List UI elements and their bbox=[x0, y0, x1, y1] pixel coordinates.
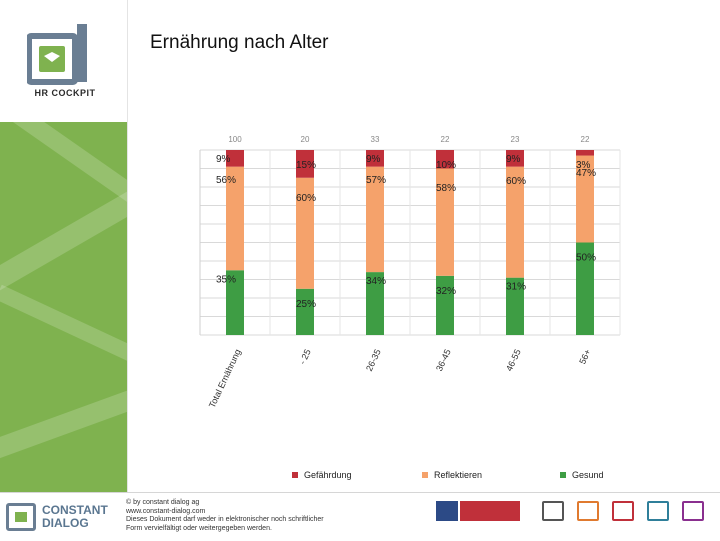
bar-gefaehrdung bbox=[226, 150, 244, 167]
bar-gefaehrdung bbox=[576, 150, 594, 156]
sidebar-pattern bbox=[0, 122, 127, 492]
bar-reflektieren bbox=[576, 155, 594, 243]
constant-dialog-logo: CONSTANT DIALOG bbox=[6, 501, 116, 533]
stacked-bar-chart: 100 35% 56% 9% Total Ernährung 20 25% 60% 15% - 2… bbox=[199, 135, 621, 410]
bar-gesund bbox=[226, 270, 244, 335]
data-label-gesund: 35% bbox=[216, 274, 236, 285]
n-label: 33 bbox=[371, 135, 380, 144]
legend-swatch bbox=[560, 472, 566, 478]
footer-company-line1: CONSTANT bbox=[42, 503, 108, 517]
footer-company-line2: DIALOG bbox=[42, 516, 89, 530]
data-label-gesund: 32% bbox=[436, 286, 456, 297]
bar-gefaehrdung bbox=[296, 150, 314, 178]
footer-notice-line2: Form vervielfältigt oder weitergegeben w… bbox=[126, 524, 272, 532]
product-icon-3[interactable] bbox=[612, 501, 634, 521]
bar-gesund bbox=[576, 242, 594, 335]
data-label-gesund: 34% bbox=[366, 276, 386, 287]
swiss-badge bbox=[460, 501, 520, 521]
bar-reflektieren bbox=[296, 177, 314, 289]
data-label-gesund: 50% bbox=[576, 253, 596, 264]
sidebar: HR COCKPIT bbox=[0, 0, 127, 492]
chart-legend: Gefährdung Reflektieren Gesund bbox=[292, 470, 632, 490]
category-label: 46-55 bbox=[504, 348, 523, 373]
logo-text: HR COCKPIT bbox=[34, 88, 96, 98]
footer-company: CONSTANT DIALOG bbox=[42, 504, 108, 530]
data-label-gefaehrdung: 9% bbox=[216, 154, 231, 165]
data-label-gefaehrdung: 9% bbox=[366, 154, 381, 165]
constant-dialog-logo-mark bbox=[6, 503, 36, 531]
bar-reflektieren bbox=[506, 166, 524, 278]
n-label: 20 bbox=[301, 135, 310, 144]
bar-reflektieren bbox=[226, 166, 244, 271]
footer-notice-line1: Dieses Dokument darf weder in elektronis… bbox=[126, 516, 324, 523]
data-label-gesund: 25% bbox=[296, 299, 316, 310]
legend-item-gesund: Gesund bbox=[560, 470, 604, 480]
sidebar-divider bbox=[127, 0, 128, 492]
product-icon-5[interactable] bbox=[682, 501, 704, 521]
data-label-reflektieren: 60% bbox=[296, 193, 316, 204]
data-label-reflektieren: 47% bbox=[576, 168, 596, 179]
legend-swatch bbox=[422, 472, 428, 478]
hr-cockpit-logo bbox=[26, 22, 101, 112]
data-label-reflektieren: 58% bbox=[436, 183, 456, 194]
data-label-reflektieren: 56% bbox=[216, 175, 236, 186]
bar-gesund bbox=[296, 288, 314, 335]
legend-label: Reflektieren bbox=[434, 470, 483, 480]
bar-gesund bbox=[366, 272, 384, 335]
n-label: 100 bbox=[228, 135, 242, 144]
data-label-reflektieren: 60% bbox=[506, 176, 526, 187]
footer: CONSTANT DIALOG © by constant dialog ag … bbox=[0, 492, 720, 541]
category-label: Total Ernährung bbox=[207, 348, 243, 410]
footer-text: © by constant dialog ag www.constant-dia… bbox=[126, 499, 376, 533]
n-label: 22 bbox=[441, 135, 450, 144]
category-label: 56+ bbox=[577, 348, 593, 366]
legend-item-reflektieren: Reflektieren bbox=[422, 470, 482, 480]
category-label: - 25 bbox=[297, 348, 313, 366]
data-label-gefaehrdung: 3% bbox=[576, 160, 591, 171]
footer-copyright: © by constant dialog ag bbox=[126, 499, 200, 506]
legend-label: Gesund bbox=[572, 470, 604, 480]
page-title: Ernährung nach Alter bbox=[150, 32, 329, 53]
data-label-gefaehrdung: 10% bbox=[436, 160, 456, 171]
bar-gefaehrdung bbox=[366, 150, 384, 167]
n-label: 22 bbox=[581, 135, 590, 144]
bar-reflektieren bbox=[366, 166, 384, 273]
bar-gesund bbox=[436, 275, 454, 335]
category-label: 26-35 bbox=[364, 348, 383, 373]
legend-swatch bbox=[292, 472, 298, 478]
bar-gefaehrdung bbox=[506, 150, 524, 167]
footer-badges bbox=[436, 501, 526, 529]
n-label: 23 bbox=[511, 135, 520, 144]
product-icon-4[interactable] bbox=[647, 501, 669, 521]
bar-reflektieren bbox=[436, 168, 454, 276]
certification-badge bbox=[436, 501, 458, 521]
footer-website[interactable]: www.constant-dialog.com bbox=[126, 507, 206, 515]
bar-gefaehrdung bbox=[436, 150, 454, 169]
legend-item-gefaehrdung: Gefährdung bbox=[292, 470, 352, 480]
category-label: 36-45 bbox=[434, 348, 453, 373]
data-label-gesund: 31% bbox=[506, 282, 526, 293]
footer-product-icons bbox=[540, 499, 715, 533]
data-label-gefaehrdung: 9% bbox=[506, 154, 521, 165]
bar-gesund bbox=[506, 277, 524, 335]
data-label-reflektieren: 57% bbox=[366, 175, 386, 186]
legend-label: Gefährdung bbox=[304, 470, 352, 480]
data-label-gefaehrdung: 15% bbox=[296, 160, 316, 171]
product-icon-2[interactable] bbox=[577, 501, 599, 521]
product-icon-1[interactable] bbox=[542, 501, 564, 521]
